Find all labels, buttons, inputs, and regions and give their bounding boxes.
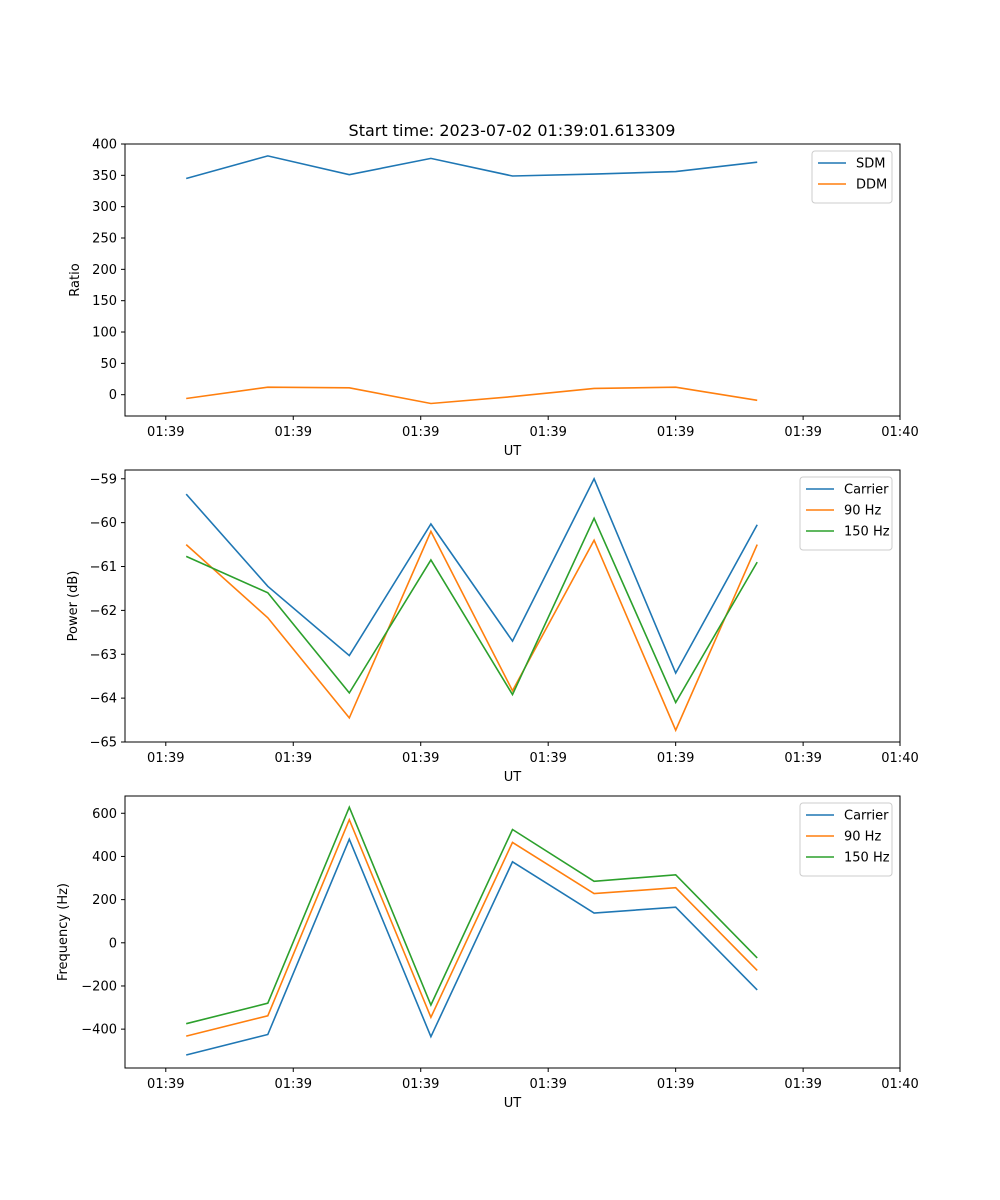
y-axis-label: Ratio	[68, 263, 83, 296]
x-tick-label: 01:39	[147, 425, 184, 440]
x-tick-label: 01:39	[275, 425, 312, 440]
panel-2: −65 −64 −63 −62 −61 −60 −59 01:39 01:39 01:39 01:3…	[66, 469, 919, 785]
y-tick-label: 300	[92, 200, 117, 215]
series-line-carrier	[186, 837, 758, 1056]
y-tick-label: −59	[90, 472, 117, 487]
y-tick-label: 100	[92, 326, 117, 341]
legend-label: 90 Hz	[844, 504, 881, 519]
series-line-150-hz	[186, 805, 758, 1025]
series-line-ddm	[186, 386, 758, 405]
y-tick-label: −62	[90, 604, 117, 619]
axes-frame	[124, 469, 901, 743]
x-axis-label: UT	[504, 444, 522, 459]
panels: 0 50 100 150 200 250 300 350 400 01:39 01:39 01:39 0…	[56, 138, 919, 1112]
y-axis-label: Power (dB)	[66, 571, 81, 642]
x-tick-label: 01:39	[529, 425, 566, 440]
x-tick-label: 01:39	[147, 1077, 184, 1092]
y-tick-label: −61	[90, 560, 117, 575]
series-line-carrier	[185, 476, 758, 675]
x-axis-label: UT	[504, 1096, 522, 1111]
y-tick-label: 400	[92, 138, 117, 153]
y-tick-label: 350	[92, 169, 117, 184]
legend-label: 90 Hz	[844, 830, 881, 845]
axes-frame	[124, 795, 901, 1069]
x-tick-label: 01:39	[529, 1077, 566, 1092]
legend-label: Carrier	[844, 809, 889, 824]
x-tick-label: 01:40	[881, 425, 918, 440]
x-axis-label: UT	[504, 770, 522, 785]
legend-label: Carrier	[844, 483, 889, 498]
legend-label: 150 Hz	[844, 525, 890, 540]
x-tick-label: 01:39	[529, 751, 566, 766]
panel-3: −400 −200 0 200 400 600 01:39 01:39 01:39 01:39 01…	[56, 795, 919, 1111]
y-tick-label: 250	[92, 232, 117, 247]
y-tick-label: 0	[109, 388, 117, 403]
legend-box	[811, 150, 893, 204]
x-tick-label: 01:39	[784, 1077, 821, 1092]
legend-label: 150 Hz	[844, 851, 890, 866]
x-tick-label: 01:39	[275, 751, 312, 766]
x-tick-label: 01:40	[881, 1077, 918, 1092]
y-tick-label: 600	[92, 807, 117, 822]
y-tick-label: 400	[92, 850, 117, 865]
x-tick-label: 01:39	[402, 425, 439, 440]
y-tick-label: −200	[81, 979, 117, 994]
y-tick-label: −64	[90, 692, 117, 707]
y-axis-label: Frequency (Hz)	[56, 883, 71, 981]
x-tick-label: 01:39	[275, 1077, 312, 1092]
series-line-90-hz	[186, 817, 758, 1037]
y-tick-label: 200	[92, 893, 117, 908]
y-tick-label: 50	[100, 357, 117, 372]
y-tick-label: −400	[81, 1023, 117, 1038]
series-line-150-hz	[185, 516, 758, 705]
legend-label: SDM	[856, 157, 885, 172]
x-tick-label: 01:39	[657, 425, 694, 440]
panel-1: 0 50 100 150 200 250 300 350 400 01:39 01:39 01:39 0…	[68, 138, 919, 460]
x-tick-label: 01:39	[402, 1077, 439, 1092]
y-tick-label: −60	[90, 516, 117, 531]
series-line-sdm	[185, 155, 758, 180]
y-tick-label: 150	[92, 294, 117, 309]
y-tick-label: 0	[109, 936, 117, 951]
y-tick-label: 200	[92, 263, 117, 278]
x-tick-label: 01:39	[657, 1077, 694, 1092]
x-tick-label: 01:40	[881, 751, 918, 766]
y-tick-label: −65	[90, 736, 117, 751]
x-tick-label: 01:39	[147, 751, 184, 766]
x-tick-label: 01:39	[657, 751, 694, 766]
x-tick-label: 01:39	[784, 751, 821, 766]
x-tick-label: 01:39	[784, 425, 821, 440]
series-line-90-hz	[185, 529, 758, 733]
x-tick-label: 01:39	[402, 751, 439, 766]
legend-label: DDM	[856, 178, 887, 193]
chart-title: Start time: 2023-07-02 01:39:01.613309	[349, 121, 676, 140]
y-tick-label: −63	[90, 648, 117, 663]
axes-frame	[124, 143, 901, 417]
